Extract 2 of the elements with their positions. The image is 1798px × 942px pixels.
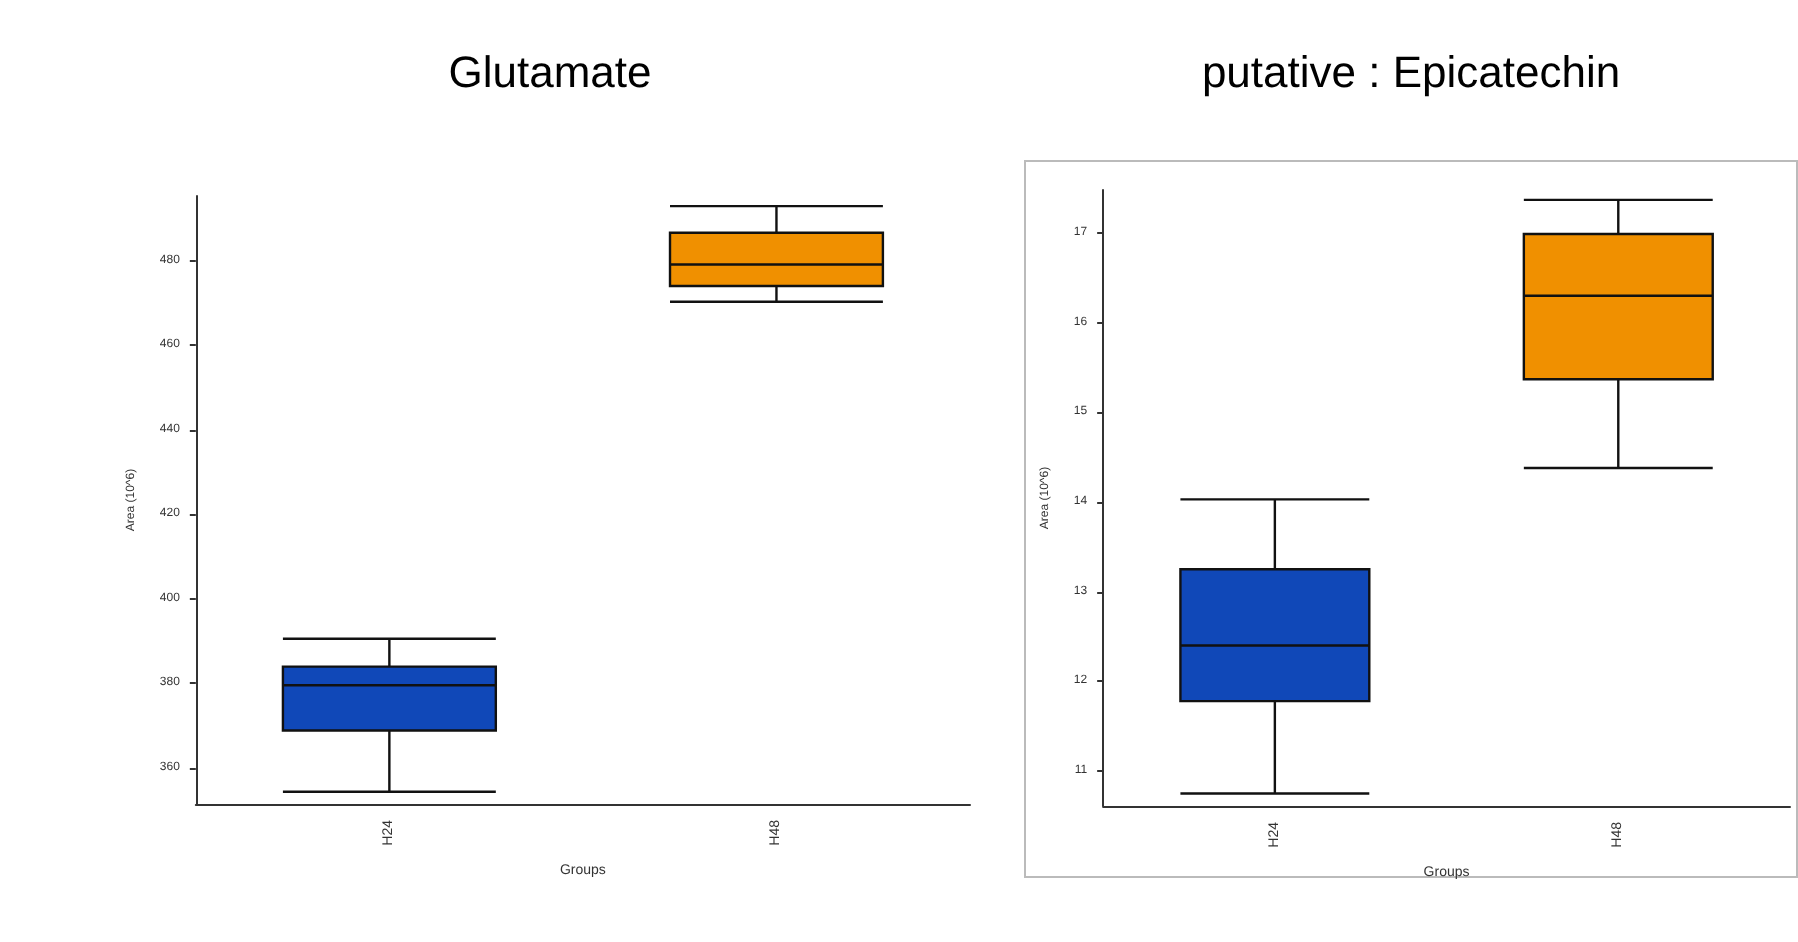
chart-title: Glutamate — [448, 47, 652, 97]
chart-title: putative : Epicatechin — [1201, 47, 1621, 97]
